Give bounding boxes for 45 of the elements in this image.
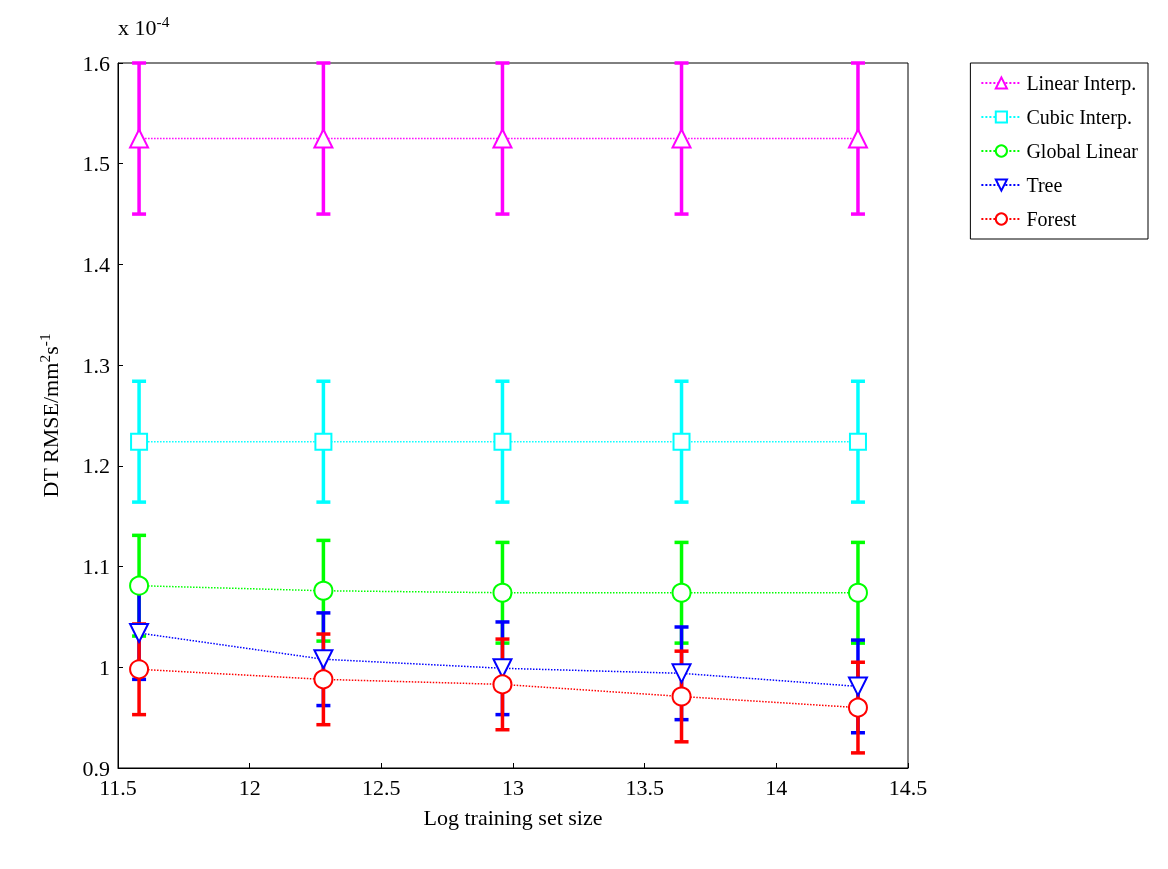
point <box>129 623 150 644</box>
point <box>671 686 692 707</box>
x-tick-label: 13 <box>502 774 524 800</box>
point <box>492 128 513 149</box>
x-tick-label: 14.5 <box>888 774 928 800</box>
x-axis-title: Log training set size <box>423 804 603 830</box>
x-tick-label: 12 <box>238 774 261 800</box>
point <box>493 432 512 451</box>
y-tick-label: 1 <box>99 654 110 680</box>
point <box>671 582 692 603</box>
point <box>671 128 692 149</box>
point <box>314 432 333 451</box>
point <box>130 432 149 451</box>
x-tick-label: 12.5 <box>362 774 401 800</box>
point <box>671 663 692 684</box>
point <box>847 582 868 603</box>
y-tick-label: 1.6 <box>82 50 110 76</box>
legend-label: Linear Interp. <box>1026 72 1137 95</box>
point <box>313 649 334 670</box>
x-tick-label: 13.5 <box>625 774 664 800</box>
point <box>492 582 513 603</box>
point <box>129 128 150 149</box>
point <box>492 674 513 695</box>
y-tick-label: 1.1 <box>82 554 110 580</box>
point <box>672 432 691 451</box>
point <box>129 575 150 596</box>
point <box>847 128 868 149</box>
y-tick-label: 1.4 <box>82 251 110 277</box>
legend-label: Forest <box>1026 208 1077 230</box>
x-tick-label: 14 <box>765 774 788 800</box>
point <box>848 432 867 451</box>
y-tick-label: 1.5 <box>82 151 110 177</box>
point <box>847 676 868 697</box>
point <box>313 128 334 149</box>
y-tick-label: 1.2 <box>82 453 110 479</box>
legend-label: Global Linear <box>1026 140 1139 162</box>
legend-label: Tree <box>1026 174 1063 196</box>
point <box>313 580 334 601</box>
y-tick-label: 1.3 <box>82 352 110 378</box>
y-axis-title: DT RMSE/mm2s-1 <box>36 333 63 498</box>
point <box>129 659 150 680</box>
point <box>313 669 334 690</box>
y-tick-label: 0.9 <box>82 755 110 781</box>
point <box>847 697 868 718</box>
legend-label: Cubic Interp. <box>1026 106 1132 129</box>
